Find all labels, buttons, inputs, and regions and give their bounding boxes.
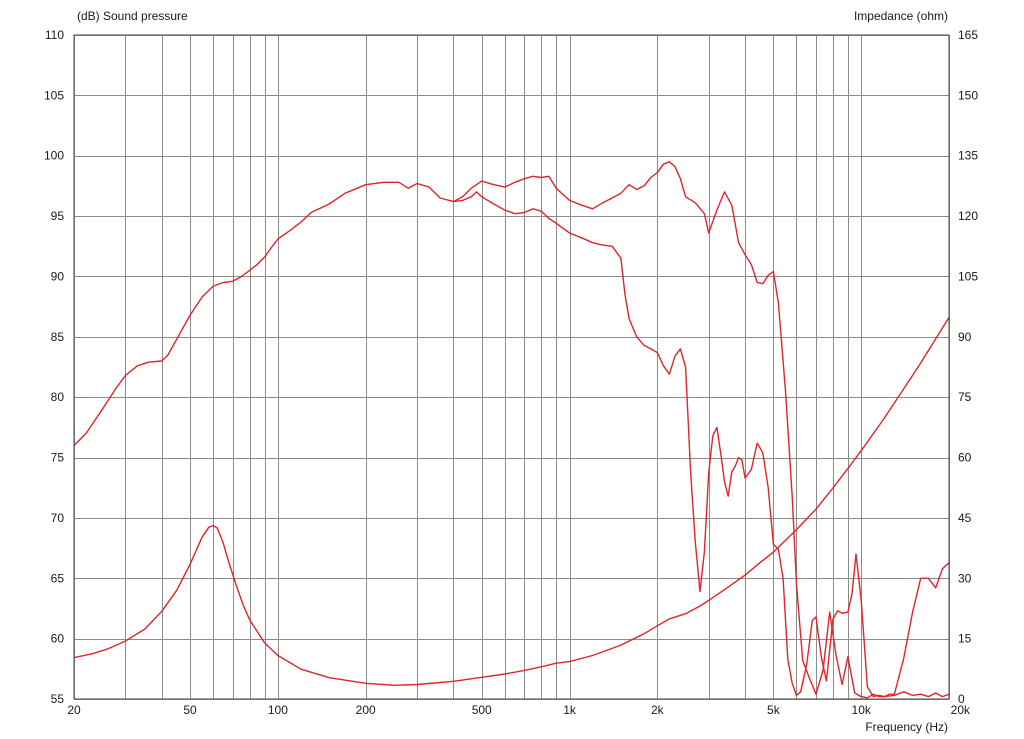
right-tick-label: 15 (958, 632, 972, 646)
grid (74, 35, 950, 700)
left-tick-label: 60 (51, 632, 65, 646)
x-tick-label: 200 (356, 703, 376, 717)
x-tick-label: 20k (951, 703, 971, 717)
right-tick-label: 150 (958, 88, 978, 102)
right-tick-label: 135 (958, 149, 978, 163)
x-tick-label: 1k (563, 703, 577, 717)
plot-frame (73, 34, 950, 700)
x-tick-label: 50 (183, 703, 197, 717)
x-tick-label: 5k (767, 703, 781, 717)
left-tick-label: 100 (44, 149, 64, 163)
left-tick-label: 55 (51, 692, 65, 706)
x-tick-label: 2k (651, 703, 665, 717)
right-tick-label: 105 (958, 269, 978, 283)
left-tick-label: 95 (51, 209, 65, 223)
impedance-curve (73, 316, 950, 686)
x-tick-label: 100 (268, 703, 288, 717)
left-tick-label: 105 (44, 88, 64, 102)
right-tick-label: 60 (958, 451, 972, 465)
x-axis: 20 50 100 200 500 1k 2k 5k 10k 20k (67, 703, 971, 717)
series-layer (73, 161, 950, 699)
x-tick-label: 20 (67, 703, 81, 717)
right-axis-label: Impedance (ohm) (854, 9, 948, 23)
spl-curve-off-axis (452, 191, 950, 698)
right-tick-label: 90 (958, 330, 972, 344)
left-axis-label: (dB) Sound pressure (77, 9, 188, 23)
right-tick-label: 75 (958, 390, 972, 404)
left-tick-label: 85 (51, 330, 65, 344)
x-tick-label: 500 (472, 703, 492, 717)
right-tick-label: 120 (958, 209, 978, 223)
right-tick-label: 45 (958, 511, 972, 525)
left-axis: 110 105 100 95 90 85 80 75 70 65 60 55 (44, 28, 64, 706)
right-tick-label: 165 (958, 28, 978, 42)
left-tick-label: 65 (51, 571, 65, 585)
spl-curve-on-axis (73, 161, 950, 699)
left-tick-label: 90 (51, 269, 65, 283)
x-axis-label: Frequency (Hz) (865, 720, 948, 734)
left-tick-label: 70 (51, 511, 65, 525)
left-tick-label: 110 (45, 28, 64, 42)
left-tick-label: 75 (51, 451, 65, 465)
x-tick-label: 10k (852, 703, 872, 717)
right-tick-label: 30 (958, 571, 972, 585)
right-tick-label: 0 (958, 692, 965, 706)
left-tick-label: 80 (51, 390, 65, 404)
